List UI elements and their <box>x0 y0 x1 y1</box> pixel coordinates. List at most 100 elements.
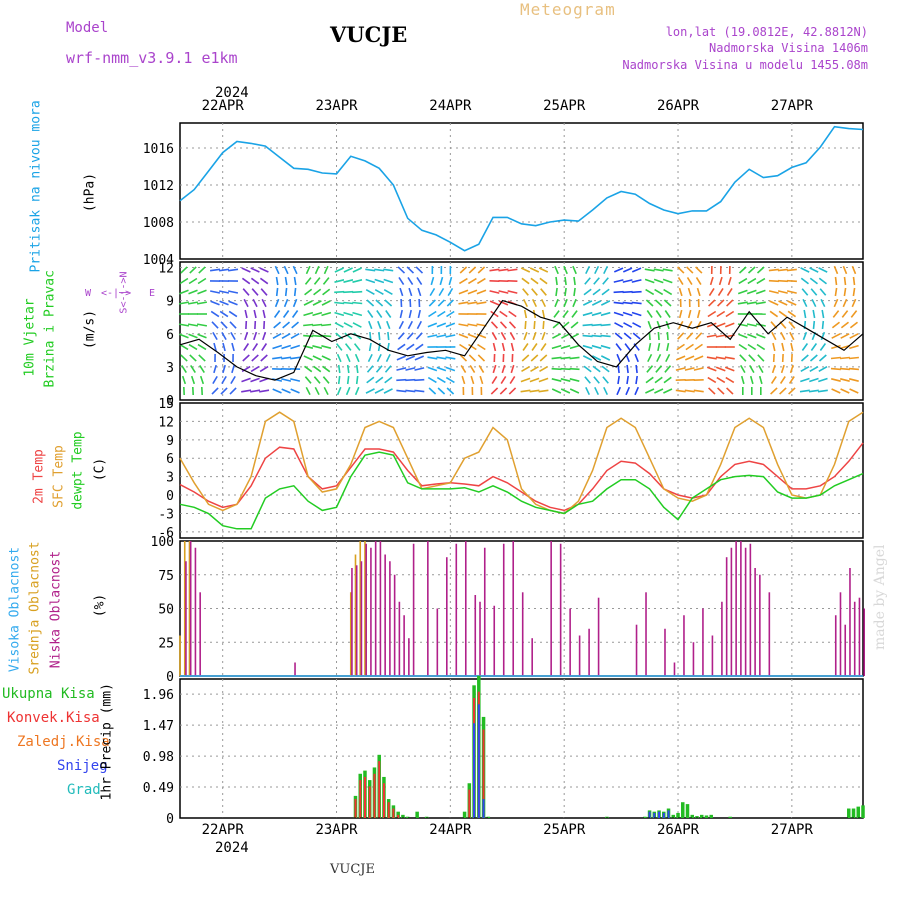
precip-bar-ukupnakisa <box>704 815 709 818</box>
wind-arrow <box>786 279 797 283</box>
wind-arrow <box>365 388 375 394</box>
precip-bar-snijeg <box>667 810 670 818</box>
wind-arrow <box>262 331 267 341</box>
wind-arrow <box>830 367 841 371</box>
wind-arrow <box>219 300 229 306</box>
wind-arrow <box>322 288 331 296</box>
wind-arrow <box>405 355 416 361</box>
wind-arrow <box>830 356 841 360</box>
wind-arrow <box>600 323 611 327</box>
wind-arrow <box>769 300 779 306</box>
wind-arrow <box>635 375 638 385</box>
wind-arrow <box>369 331 372 341</box>
wind-arrow <box>591 355 602 361</box>
wind-arrow <box>468 343 477 351</box>
wind-arrow <box>343 267 353 273</box>
wind-arrow <box>461 375 466 385</box>
wind-arrow <box>809 354 818 362</box>
wind-arrow <box>252 343 259 351</box>
wind-arrow <box>832 310 840 318</box>
precip-bar-ukupnakisa <box>486 816 491 818</box>
wind-arrow <box>771 331 777 341</box>
wind-arrow <box>800 377 810 383</box>
wind-arrow <box>842 298 848 308</box>
wind-arrow <box>786 290 797 294</box>
wind-arrow <box>818 377 828 383</box>
wind-arrow <box>726 299 734 307</box>
cloud-tick-label: 25 <box>158 636 174 651</box>
wind-arrow <box>209 268 221 272</box>
wind-arrow <box>647 320 652 330</box>
wind-arrow <box>281 378 292 382</box>
wind-arrow <box>831 378 841 382</box>
wind-arrow <box>221 331 227 341</box>
station-title: VUCJE <box>330 22 408 47</box>
wind-arrow <box>252 298 258 308</box>
wind-arrow <box>334 290 345 294</box>
wind-arrow <box>305 386 311 396</box>
wind-arrow <box>626 375 629 385</box>
wind-arrow <box>374 388 384 394</box>
wind-arrow <box>292 298 298 308</box>
wind-arrow <box>657 342 661 352</box>
wind-arrow <box>819 343 827 351</box>
wind-tick-label: 3 <box>166 361 174 376</box>
wind-arrow <box>281 356 292 360</box>
wind-arrow <box>737 323 748 327</box>
wind-arrow <box>210 310 220 318</box>
wind-arrow <box>500 375 507 385</box>
wind-arrow <box>334 322 344 328</box>
wind-arrow <box>800 366 810 372</box>
wind-arrow <box>261 343 268 351</box>
wind-arrow <box>695 276 702 286</box>
wind-arrow <box>851 265 857 275</box>
wind-arrow-band <box>520 267 549 393</box>
wind-arrow <box>533 320 536 330</box>
wind-arrow <box>321 300 331 306</box>
precip-legend-item: Snijeg <box>57 758 108 774</box>
wind-arrow-band <box>396 266 425 393</box>
wind-arrow <box>376 310 383 318</box>
wind-arrow <box>508 310 517 318</box>
wind-arrow <box>656 320 661 330</box>
wind-arrow <box>415 266 424 274</box>
wind-arrow <box>259 377 269 383</box>
precip-bar-ukupnakisa <box>401 814 405 818</box>
wind-arrow <box>227 268 239 272</box>
wind-arrow <box>624 343 631 351</box>
wind-arrow <box>179 343 189 351</box>
wind-arrow <box>541 331 546 341</box>
precip-bar-ukupnakisa <box>676 812 680 818</box>
precip-bar-snijeg <box>662 812 665 818</box>
wind-arrow <box>312 334 323 338</box>
wind-arrow <box>398 276 405 286</box>
wind-arrow <box>352 311 363 317</box>
wind-arrow <box>259 267 269 273</box>
footer-station: VUCJE <box>330 862 375 877</box>
wind-arrow <box>520 389 531 393</box>
wind-arrow <box>427 356 438 360</box>
wind-arrow <box>212 375 218 385</box>
wind-arrow <box>427 366 438 372</box>
wind-arrow <box>251 354 259 362</box>
wind-arrow <box>439 276 444 286</box>
wind-arrow <box>407 276 414 286</box>
wind-arrow <box>848 356 859 360</box>
precip-legend-item: Konvek.Kisa <box>7 710 100 726</box>
precip-bar-snijeg <box>658 811 661 818</box>
wind-arrow-band <box>830 265 859 394</box>
wind-arrow <box>694 343 703 351</box>
wind-arrow <box>383 268 394 272</box>
wind-arrow <box>250 389 261 393</box>
wind-arrow <box>460 364 467 374</box>
wind-arrow <box>563 298 568 308</box>
wind-arrow <box>644 278 655 284</box>
wind-arrow <box>560 367 571 371</box>
wind-arrow <box>337 375 341 385</box>
wind-tick-label: 12 <box>158 262 174 277</box>
wind-arrow <box>274 265 280 275</box>
precip-bar-konvekkisa <box>354 799 357 818</box>
wind-arrow <box>498 290 509 294</box>
wind-arrow <box>582 311 593 317</box>
wind-arrow <box>448 276 453 286</box>
